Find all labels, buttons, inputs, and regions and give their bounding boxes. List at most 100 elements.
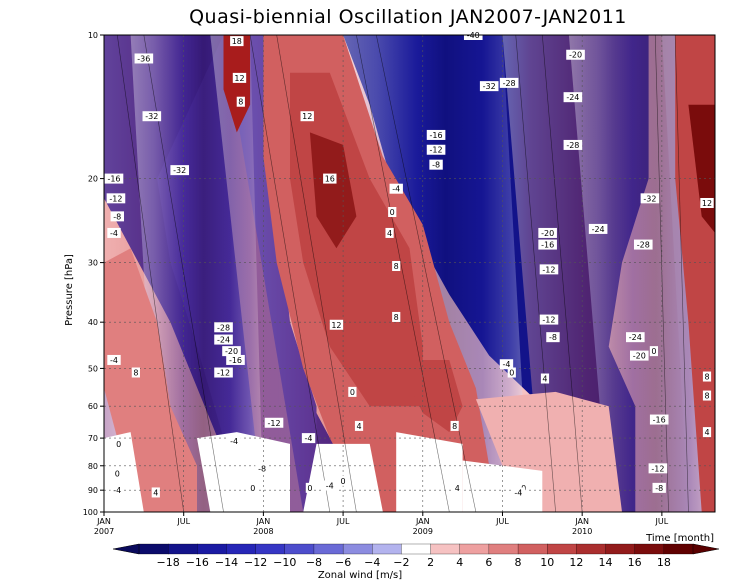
contour-label-bg (652, 482, 666, 493)
x-tick-label: JAN (96, 517, 111, 526)
contour-label-bg (479, 81, 499, 92)
contour-label-bg (450, 420, 459, 431)
y-tick-label: 50 (88, 364, 98, 373)
contour-label: -20 (633, 352, 646, 361)
contour-label-bg (640, 193, 660, 204)
westerly-2009-blob (396, 360, 463, 433)
contour-line-5 (375, 35, 477, 512)
contour-label-bg (588, 223, 608, 234)
contour-label-bg (538, 239, 557, 250)
chart-title: Quasi-biennial Oscillation JAN2007-JAN20… (189, 6, 627, 28)
contour-label-bg (649, 346, 658, 357)
contour-label-bg (566, 49, 585, 60)
contour-label-bg (226, 354, 245, 365)
contour-label-bg (230, 36, 244, 47)
contour-label-bg (214, 322, 233, 333)
contour-line-2 (249, 35, 331, 512)
colorbar-tick-label: −10 (273, 556, 296, 569)
colorbar-tick-label: 8 (515, 556, 522, 569)
contour-label: -32 (483, 82, 496, 91)
colorbar-min-arrow (112, 543, 140, 555)
contour-line-8 (654, 35, 669, 512)
colorbar-tick-label: −6 (335, 556, 351, 569)
contour-label-bg (338, 475, 348, 486)
contour-label: -4 (514, 488, 522, 497)
contour-label: -16 (653, 416, 666, 425)
x-tick-year: 2009 (413, 527, 433, 536)
contour-label: 0 (116, 440, 121, 449)
colorbar-tick-label: −2 (393, 556, 409, 569)
colorbar-tick-label: −8 (306, 556, 322, 569)
contour-label: 0 (651, 347, 656, 356)
contour-label-bg (499, 77, 519, 88)
contour-label: -8 (549, 333, 557, 342)
contour-label-bg (649, 414, 669, 425)
contour-label-bg (214, 367, 233, 378)
contour-label-bg (648, 463, 668, 474)
contour-label: -16 (430, 131, 443, 140)
contour-label: -12 (267, 419, 280, 428)
x-tick-label: JUL (336, 517, 350, 526)
contour-line-9 (674, 35, 689, 512)
x-tick-label: JUL (176, 517, 190, 526)
contour-label-bg (507, 367, 516, 378)
contour-label: 8 (238, 98, 243, 107)
colorbar-swatch (547, 543, 577, 555)
contour-label-bg (236, 96, 245, 107)
x-tick-label: JAN (415, 517, 430, 526)
colorbar-swatch (226, 543, 257, 555)
westerly-2009-low (475, 391, 622, 512)
contour-label: 12 (234, 74, 244, 83)
contour-label-bg (629, 350, 649, 361)
contour-line-0 (116, 35, 184, 512)
contour-label-bg (540, 373, 550, 384)
contour-label: -28 (503, 79, 516, 88)
x-axis-label: Time [month] (645, 533, 714, 544)
colorbar-tick-label: 2 (427, 556, 434, 569)
contour-label: -12 (542, 316, 555, 325)
colorbar-tick-label: 16 (628, 556, 642, 569)
contour-label: -32 (145, 112, 158, 121)
contour-label: 4 (387, 229, 392, 238)
contour-label-bg (110, 485, 124, 496)
westerly-2008-max (309, 132, 357, 249)
colorbar-swatch (138, 543, 169, 555)
contour-label-bg (563, 139, 583, 150)
contour-label: -20 (541, 229, 554, 238)
contour-label: 8 (394, 262, 399, 271)
contour-label: -16 (229, 356, 242, 365)
contour-label: -4 (230, 437, 238, 446)
contour-label: 4 (153, 488, 158, 497)
contour-label: 0 (307, 484, 312, 493)
contour-label-bg (301, 433, 316, 444)
colorbar-tick-labels: −18 −16 −14 −12 −10 −8 −6 −4 −2 2 4 6 8 10 12 14 16 18 (157, 556, 671, 569)
easterly-band-2 (343, 35, 529, 512)
colorbar-swatch (517, 543, 548, 555)
y-tick-label: 100 (83, 508, 98, 517)
colorbar-swatch (342, 543, 373, 555)
x-tick-label: JAN (574, 517, 589, 526)
contour-label: -24 (566, 93, 579, 102)
contour-label-bg (348, 386, 357, 397)
contour-label-bg (385, 227, 394, 238)
contour-label: 12 (702, 199, 712, 208)
contour-label: -16 (541, 241, 554, 250)
contour-label: -20 (569, 51, 582, 60)
y-axis-label: Pressure [hPa] (64, 254, 75, 326)
contour-label: 8 (704, 392, 709, 401)
contour-line-3 (276, 35, 357, 512)
contour-label: -24 (592, 225, 605, 234)
contour-label: -12 (217, 369, 230, 378)
y-tick-label: 90 (88, 486, 98, 495)
contour-label-bg (222, 346, 241, 357)
colorbar-swatch (459, 543, 490, 555)
contour-label: 8 (452, 422, 457, 431)
contour-label: -8 (113, 212, 121, 221)
contour-label: -4 (110, 356, 118, 365)
contour-label-bg (151, 487, 160, 498)
x-tick-year: 2008 (253, 527, 273, 536)
colorbar-swatch (168, 543, 198, 555)
contour-label-bg (134, 53, 154, 64)
contour-label-bg (702, 427, 712, 438)
